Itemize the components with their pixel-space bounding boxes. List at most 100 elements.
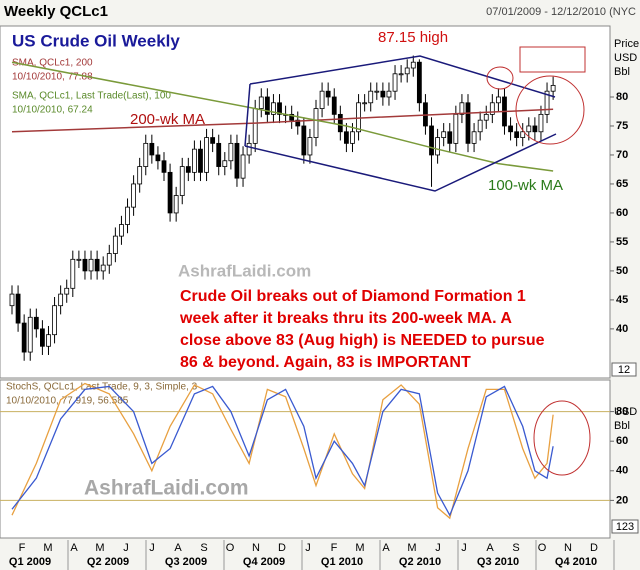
y-tick-label: 65 [616, 178, 628, 190]
candle-body [27, 316, 33, 353]
month-label: J [305, 542, 311, 554]
candle-body [264, 96, 270, 115]
month-label: A [70, 542, 78, 554]
candle-body [137, 166, 143, 185]
month-label: M [95, 542, 104, 554]
candle-body [185, 166, 191, 173]
candle-body [82, 258, 88, 272]
candle-body [234, 142, 240, 179]
candle-body [64, 287, 70, 295]
month-label: A [486, 542, 494, 554]
month-label: F [19, 542, 26, 554]
candle-body [398, 73, 404, 76]
candle-body [167, 171, 173, 214]
candle-body [465, 102, 471, 144]
candle-body [368, 90, 374, 104]
candle-body [271, 102, 276, 115]
candle-body [495, 96, 501, 104]
candle-body [88, 258, 94, 272]
candle-body [544, 90, 550, 115]
header-left: Weekly QCLc1 [4, 3, 108, 20]
quarter-label: Q2 2010 [399, 556, 441, 568]
watermark: AshrafLaidi.com [84, 477, 249, 500]
candle-body [100, 264, 106, 272]
candle-body [119, 224, 124, 237]
candle-body [204, 137, 209, 173]
candle-body [131, 183, 137, 208]
candle-body [337, 113, 343, 133]
candle-body [435, 137, 441, 156]
y-tick-label: 70 [616, 149, 628, 161]
axis-box-label: 123 [616, 521, 634, 533]
y-tick-label: 80 [616, 406, 628, 418]
y-tick-label: 75 [616, 120, 628, 132]
candle-body [362, 102, 368, 105]
candle-body [40, 328, 45, 347]
candle-body [125, 206, 130, 225]
legend-line: SMA, QCLc1, Last Trade(Last), 100 [12, 91, 171, 102]
candle-body [155, 154, 161, 162]
candle-body [295, 119, 301, 127]
candle-body [222, 160, 228, 167]
candle-body [386, 90, 392, 98]
candle-body [356, 102, 361, 133]
quarter-label: Q3 2010 [477, 556, 519, 568]
month-label: M [407, 542, 416, 554]
candle-body [483, 113, 489, 121]
candle-body [301, 125, 307, 156]
series-line [11, 61, 554, 172]
legend-line: 10/10/2010, 67.24 [12, 105, 93, 116]
month-label: M [355, 542, 364, 554]
axis-header: Bbl [614, 420, 630, 432]
candle-body [252, 108, 258, 144]
header-right: 07/01/2009 - 12/12/2010 (NYC [486, 6, 636, 18]
circle [515, 75, 585, 145]
stoch-line [11, 385, 554, 517]
month-label: F [331, 542, 338, 554]
candle-body [46, 334, 51, 347]
circle [533, 400, 591, 476]
month-label: D [590, 542, 598, 554]
quarter-label: Q3 2009 [165, 556, 207, 568]
candle-body [441, 131, 447, 138]
candle-body [489, 102, 495, 115]
candle-body [210, 137, 216, 144]
month-label: A [174, 542, 182, 554]
candle-body [453, 113, 459, 144]
stoch-line [11, 382, 554, 520]
candle-body [508, 125, 513, 133]
quarter-label: Q4 2010 [555, 556, 597, 568]
candle-body [289, 113, 295, 121]
candle-body [416, 61, 422, 104]
candle-body [9, 293, 15, 307]
annotation: 100-wk MA [488, 177, 563, 194]
candle-body [143, 142, 149, 167]
candle-body [70, 258, 76, 289]
y-tick-label: 60 [616, 207, 628, 219]
month-label: N [564, 542, 572, 554]
comment-line: 86 & beyond. Again, 83 is IMPORTANT [180, 354, 471, 371]
month-label: S [200, 542, 207, 554]
candle-body [392, 73, 398, 92]
candle-body [459, 102, 465, 115]
y-tick-label: 80 [616, 91, 628, 103]
quarter-label: Q2 2009 [87, 556, 129, 568]
y-tick-label: 45 [616, 294, 628, 306]
candle-body [520, 131, 526, 138]
month-label: N [252, 542, 260, 554]
axis-header: Bbl [614, 66, 630, 78]
candle-body [532, 125, 538, 133]
candle-body [429, 125, 434, 156]
legend-line: 10/10/2010, 77.919, 56.585 [6, 396, 129, 407]
y-tick-label: 40 [616, 323, 628, 335]
legend-line: 10/10/2010, 77.88 [12, 72, 93, 83]
month-label: D [278, 542, 286, 554]
candle-body [277, 102, 282, 115]
diamond-top [249, 55, 556, 98]
candle-body [313, 108, 319, 138]
axis-box [611, 519, 639, 534]
candle-body [191, 148, 197, 173]
candle-body [325, 90, 331, 98]
candle-body [319, 90, 325, 109]
